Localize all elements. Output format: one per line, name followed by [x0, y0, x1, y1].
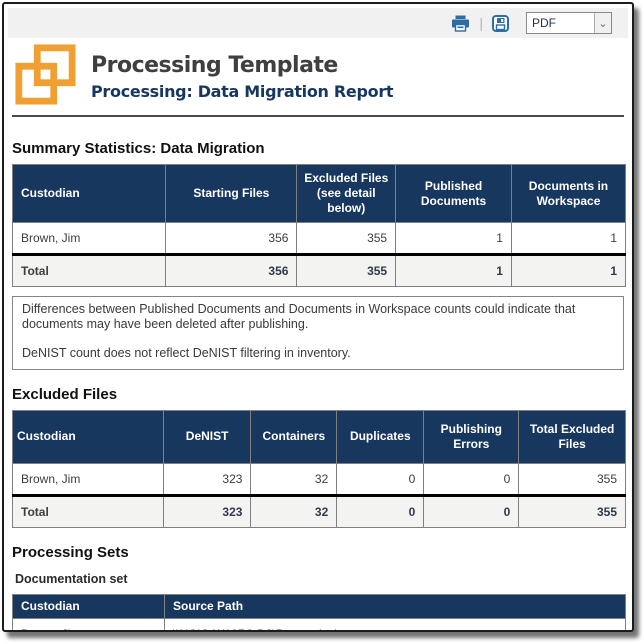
excluded-cell-containers: 32 — [250, 462, 338, 496]
header-divider — [12, 115, 624, 117]
table-row: Brown, Jim \\HCIC-W12R2-D3\Processing\ — [11, 617, 626, 630]
table-row: Brown, Jim 323 32 0 0 355 — [12, 462, 626, 496]
excluded-total-duplicates: 0 — [336, 493, 425, 528]
psets-col-custodian: Custodian — [11, 593, 166, 619]
excluded-col-containers: Containers — [250, 409, 338, 464]
excluded-total-containers: 32 — [250, 493, 338, 528]
summary-cell-starting-files: 356 — [165, 222, 298, 255]
psets-col-source-path: Source Path — [164, 593, 626, 619]
processing-sets-heading: Processing Sets — [12, 543, 129, 561]
excluded-cell-total-excluded-files: 355 — [518, 462, 626, 496]
excluded-total-denist: 323 — [162, 493, 252, 528]
summary-total-label: Total — [11, 253, 167, 287]
psets-cell-custodian: Brown, Jim — [11, 617, 166, 630]
summary-col-custodian: Custodian — [11, 164, 167, 223]
export-format-value: PDF — [532, 16, 556, 30]
excluded-col-custodian: Custodian — [12, 409, 164, 464]
summary-header-row: Custodian Starting Files Excluded Files … — [11, 164, 627, 223]
excluded-total-label: Total — [12, 493, 164, 528]
export-format-select[interactable]: PDF ⌄ — [526, 12, 612, 34]
printer-icon[interactable] — [451, 15, 470, 32]
summary-total-excluded-files: 355 — [296, 253, 397, 287]
chevron-down-icon[interactable]: ⌄ — [594, 13, 611, 33]
report-window: | PDF ⌄ Processing Template Processing: … — [2, 2, 634, 632]
title-block: Processing Template Processing: Data Mig… — [91, 52, 394, 101]
toolbar-divider: | — [479, 15, 483, 31]
summary-col-documents-in-workspace: Documents in Workspace — [510, 164, 627, 223]
summary-total-row: Total 356 355 1 1 — [11, 253, 627, 287]
summary-cell-custodian: Brown, Jim — [11, 222, 167, 255]
excluded-cell-custodian: Brown, Jim — [12, 462, 164, 496]
summary-total-published-documents: 1 — [395, 253, 512, 287]
summary-table: Custodian Starting Files Excluded Files … — [11, 164, 627, 287]
summary-cell-documents-in-workspace: 1 — [510, 222, 627, 255]
excluded-col-publishing-errors: Publishing Errors — [423, 409, 520, 464]
page-title: Processing Template — [91, 52, 338, 78]
save-icon[interactable] — [492, 14, 509, 32]
psets-header-row: Custodian Source Path — [11, 593, 626, 619]
summary-heading: Summary Statistics: Data Migration — [12, 140, 265, 157]
note-denist: DeNIST count does not reflect DeNIST fil… — [22, 345, 351, 360]
processing-set-name: Documentation set — [15, 571, 128, 586]
summary-total-documents-in-workspace: 1 — [510, 253, 627, 287]
psets-cell-source-path: \\HCIC-W12R2-D3\Processing\ — [164, 617, 626, 630]
report-title: Processing: Data Migration Report — [91, 81, 394, 101]
excluded-cell-duplicates: 0 — [336, 462, 425, 496]
excluded-cell-publishing-errors: 0 — [423, 462, 520, 496]
excluded-col-duplicates: Duplicates — [336, 409, 425, 464]
summary-col-starting-files: Starting Files — [165, 164, 298, 223]
summary-cell-excluded-files: 355 — [296, 222, 397, 255]
summary-total-starting-files: 356 — [165, 253, 298, 287]
summary-col-excluded-files: Excluded Files (see detail below) — [296, 164, 397, 223]
processing-sets-table: Custodian Source Path Brown, Jim \\HCIC-… — [11, 593, 626, 630]
overlapping-squares-logo — [14, 43, 76, 110]
excluded-col-denist: DeNIST — [162, 409, 252, 464]
excluded-header-row: Custodian DeNIST Containers Duplicates P… — [12, 409, 626, 464]
note-published-documents: Differences between Published Documents … — [22, 302, 576, 332]
excluded-cell-denist: 323 — [162, 462, 252, 496]
notes-box: Differences between Published Documents … — [12, 296, 624, 370]
excluded-total-publishing-errors: 0 — [423, 493, 520, 528]
toolbar: | PDF ⌄ — [8, 8, 628, 38]
excluded-total-row: Total 323 32 0 0 355 — [12, 493, 626, 528]
summary-col-published-documents: Published Documents — [395, 164, 512, 223]
excluded-files-heading: Excluded Files — [12, 385, 118, 403]
excluded-col-total-excluded-files: Total Excluded Files — [518, 409, 626, 464]
report-header: Processing Template Processing: Data Mig… — [4, 38, 632, 113]
summary-cell-published-documents: 1 — [395, 222, 512, 255]
table-row: Brown, Jim 356 355 1 1 — [11, 222, 627, 255]
excluded-files-table: Custodian DeNIST Containers Duplicates P… — [12, 409, 626, 528]
excluded-total-total-excluded-files: 355 — [518, 493, 626, 528]
